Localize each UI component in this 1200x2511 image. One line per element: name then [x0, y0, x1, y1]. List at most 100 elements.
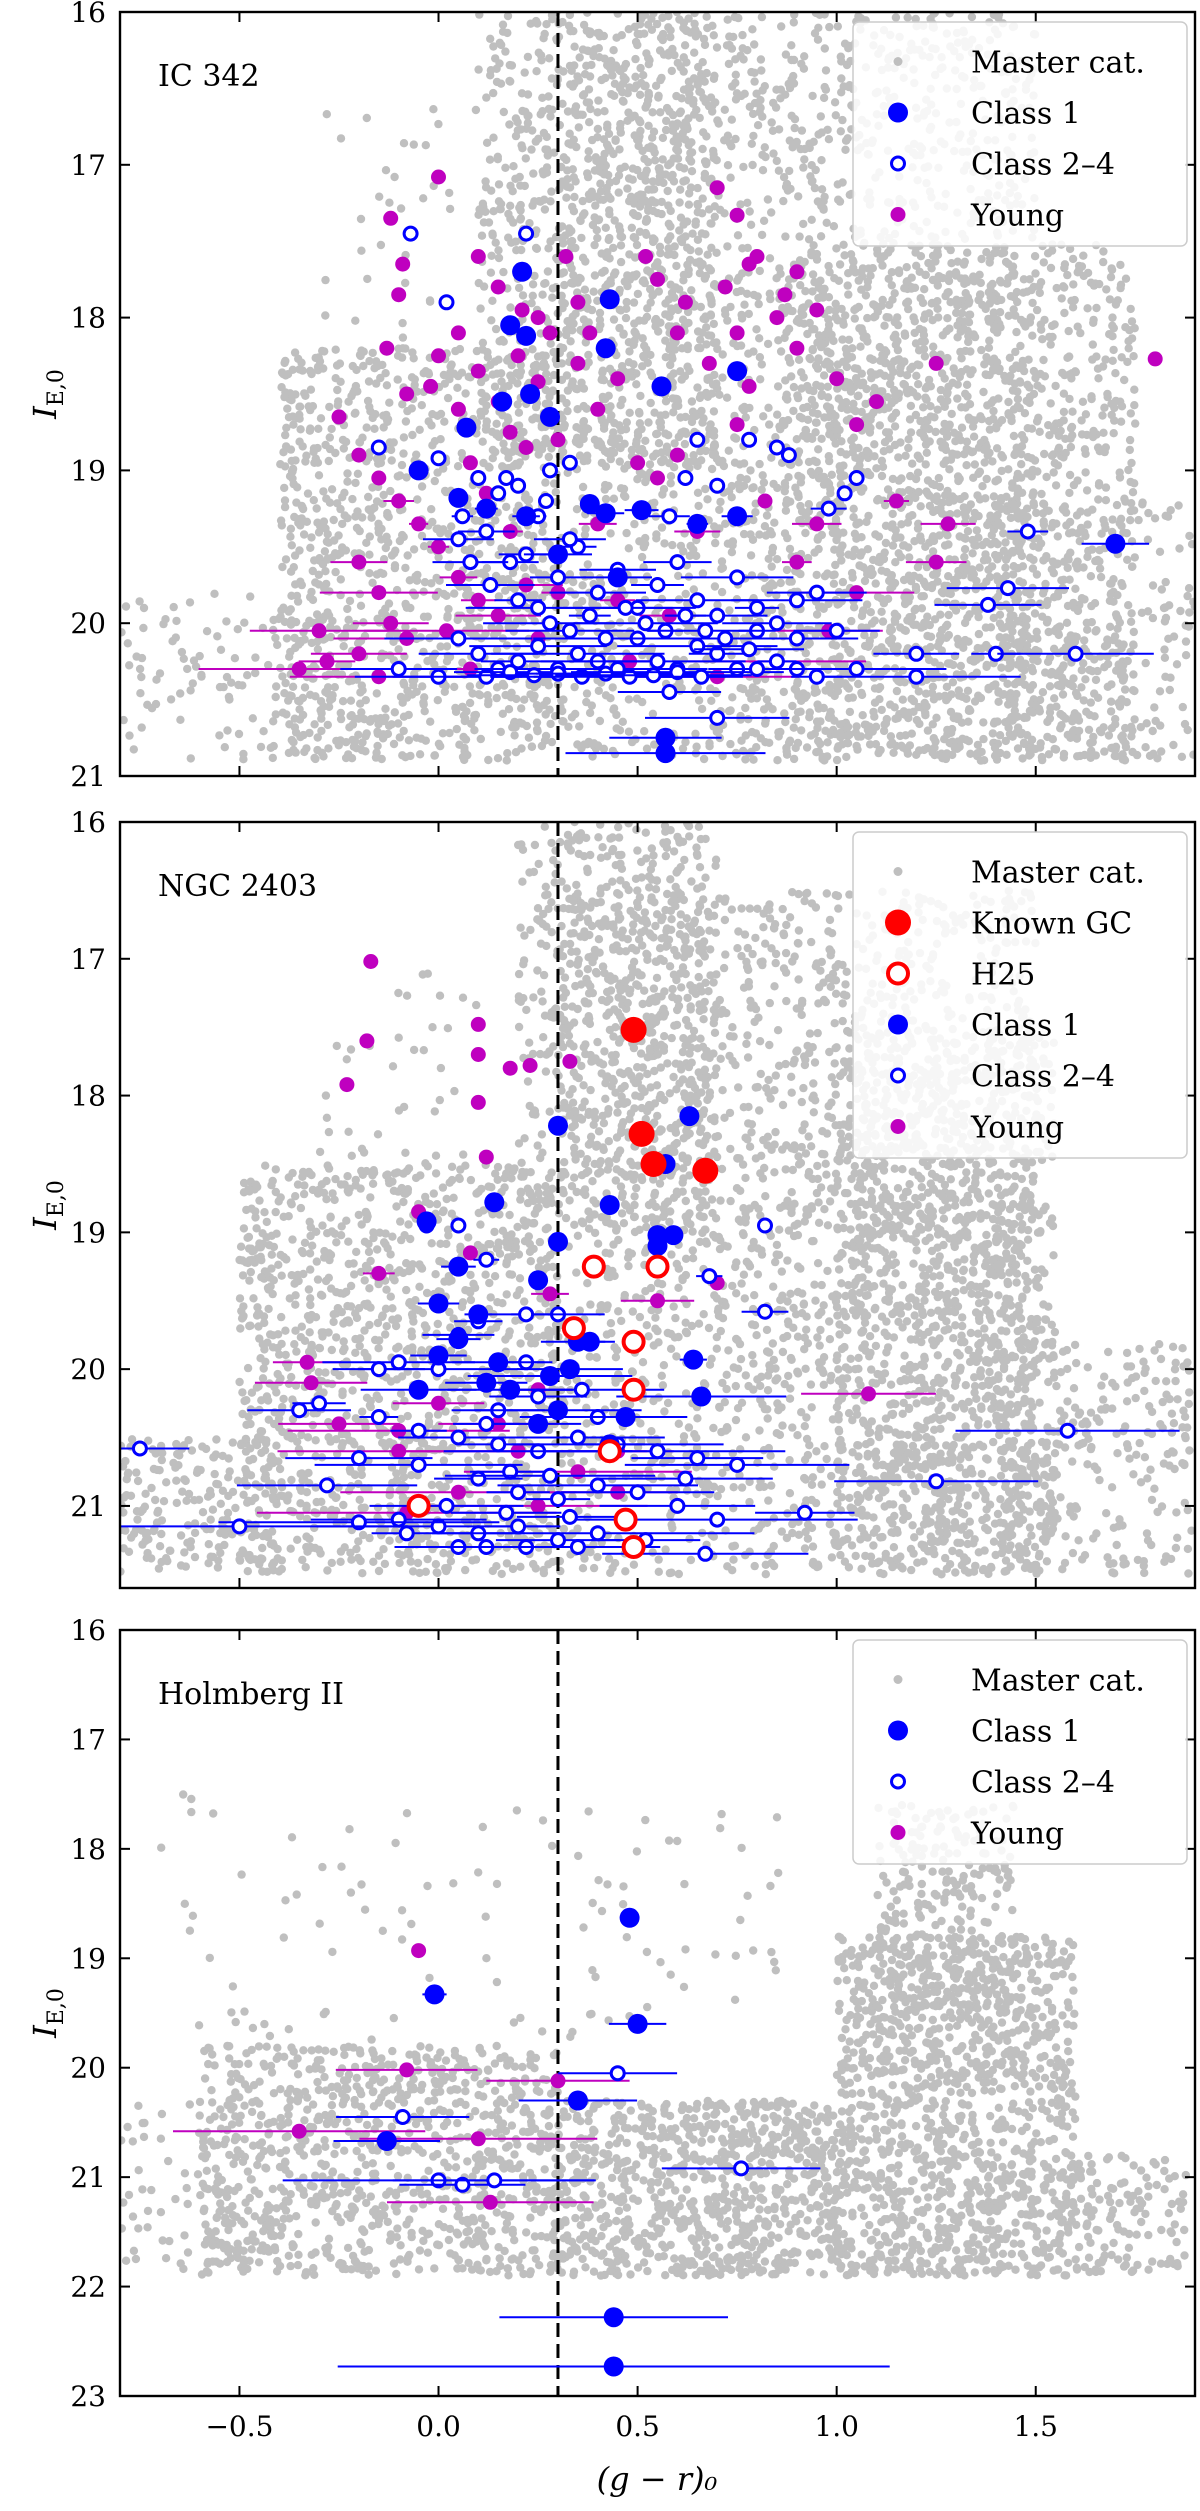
master-point — [654, 177, 663, 187]
master-point — [577, 233, 586, 243]
master-point — [891, 558, 900, 567]
master-point — [705, 373, 714, 382]
master-point — [708, 380, 718, 389]
master-point — [1094, 374, 1103, 383]
master-point — [937, 369, 947, 378]
master-point — [609, 448, 619, 457]
master-point — [793, 738, 803, 748]
master-point — [696, 88, 706, 97]
master-point — [790, 12, 799, 19]
master-point — [514, 283, 524, 293]
master-point — [968, 549, 977, 558]
master-point — [1019, 275, 1029, 284]
master-point — [528, 280, 538, 289]
master-point — [529, 169, 538, 178]
master-point — [546, 112, 555, 121]
master-point — [539, 34, 548, 43]
master-point — [593, 124, 603, 134]
master-point — [715, 390, 724, 399]
master-point — [701, 271, 711, 281]
master-point — [785, 544, 795, 554]
master-point — [835, 652, 844, 661]
master-point — [557, 291, 566, 300]
master-point — [969, 432, 979, 441]
master-point — [336, 714, 346, 724]
master-point — [516, 434, 525, 443]
master-point — [542, 20, 551, 29]
master-point — [736, 200, 745, 209]
master-point — [816, 232, 826, 241]
master-point — [825, 268, 834, 277]
master-point — [954, 691, 964, 700]
master-point — [754, 299, 763, 309]
master-point — [769, 98, 778, 108]
master-point — [648, 291, 657, 300]
master-point — [588, 599, 597, 608]
master-point — [538, 554, 547, 563]
master-point — [287, 541, 296, 550]
master-point — [962, 461, 971, 470]
master-point — [331, 448, 340, 458]
master-point — [404, 736, 414, 745]
master-point — [787, 41, 796, 50]
master-point — [640, 29, 649, 38]
master-point — [973, 740, 983, 750]
master-point — [413, 495, 422, 504]
master-point — [823, 382, 832, 391]
master-point — [693, 80, 702, 90]
master-point — [373, 614, 382, 623]
master-point — [686, 83, 695, 93]
master-point — [374, 519, 383, 528]
master-point — [665, 341, 675, 350]
master-point — [989, 613, 998, 623]
master-point — [536, 197, 545, 206]
master-point — [904, 443, 913, 453]
master-point — [743, 243, 752, 253]
master-point — [373, 741, 382, 751]
master-point — [307, 369, 316, 379]
master-point — [615, 222, 624, 231]
master-point — [395, 536, 405, 546]
master-point — [615, 443, 624, 452]
master-point — [792, 317, 802, 326]
master-point — [785, 166, 794, 176]
master-point — [1060, 263, 1069, 273]
master-point — [899, 707, 909, 716]
master-point — [372, 497, 382, 506]
master-point — [574, 76, 584, 85]
master-point — [416, 633, 425, 642]
master-point — [543, 267, 553, 276]
master-point — [570, 590, 580, 599]
master-point — [871, 740, 881, 749]
master-point — [313, 745, 322, 755]
master-point — [672, 261, 681, 271]
master-point — [515, 458, 524, 467]
master-point — [600, 107, 609, 116]
master-point — [767, 562, 776, 571]
master-point — [649, 236, 659, 245]
master-point — [950, 428, 959, 437]
master-point — [531, 16, 541, 26]
master-point — [752, 325, 761, 334]
master-point — [668, 354, 677, 363]
master-point — [404, 710, 413, 720]
master-point — [897, 520, 906, 529]
master-point — [529, 539, 538, 548]
master-point — [855, 561, 864, 570]
master-point — [772, 555, 782, 564]
master-point — [679, 67, 688, 76]
master-point — [928, 547, 938, 556]
master-point — [601, 494, 611, 504]
master-point — [546, 719, 555, 729]
master-point — [548, 387, 557, 396]
master-point — [403, 551, 412, 560]
master-point — [697, 704, 707, 714]
master-point — [357, 708, 366, 717]
master-point — [630, 272, 639, 281]
master-point — [314, 424, 323, 433]
master-point — [600, 446, 610, 456]
master-point — [499, 439, 508, 448]
master-point — [652, 429, 661, 439]
master-point — [278, 672, 287, 681]
master-point — [701, 446, 710, 456]
